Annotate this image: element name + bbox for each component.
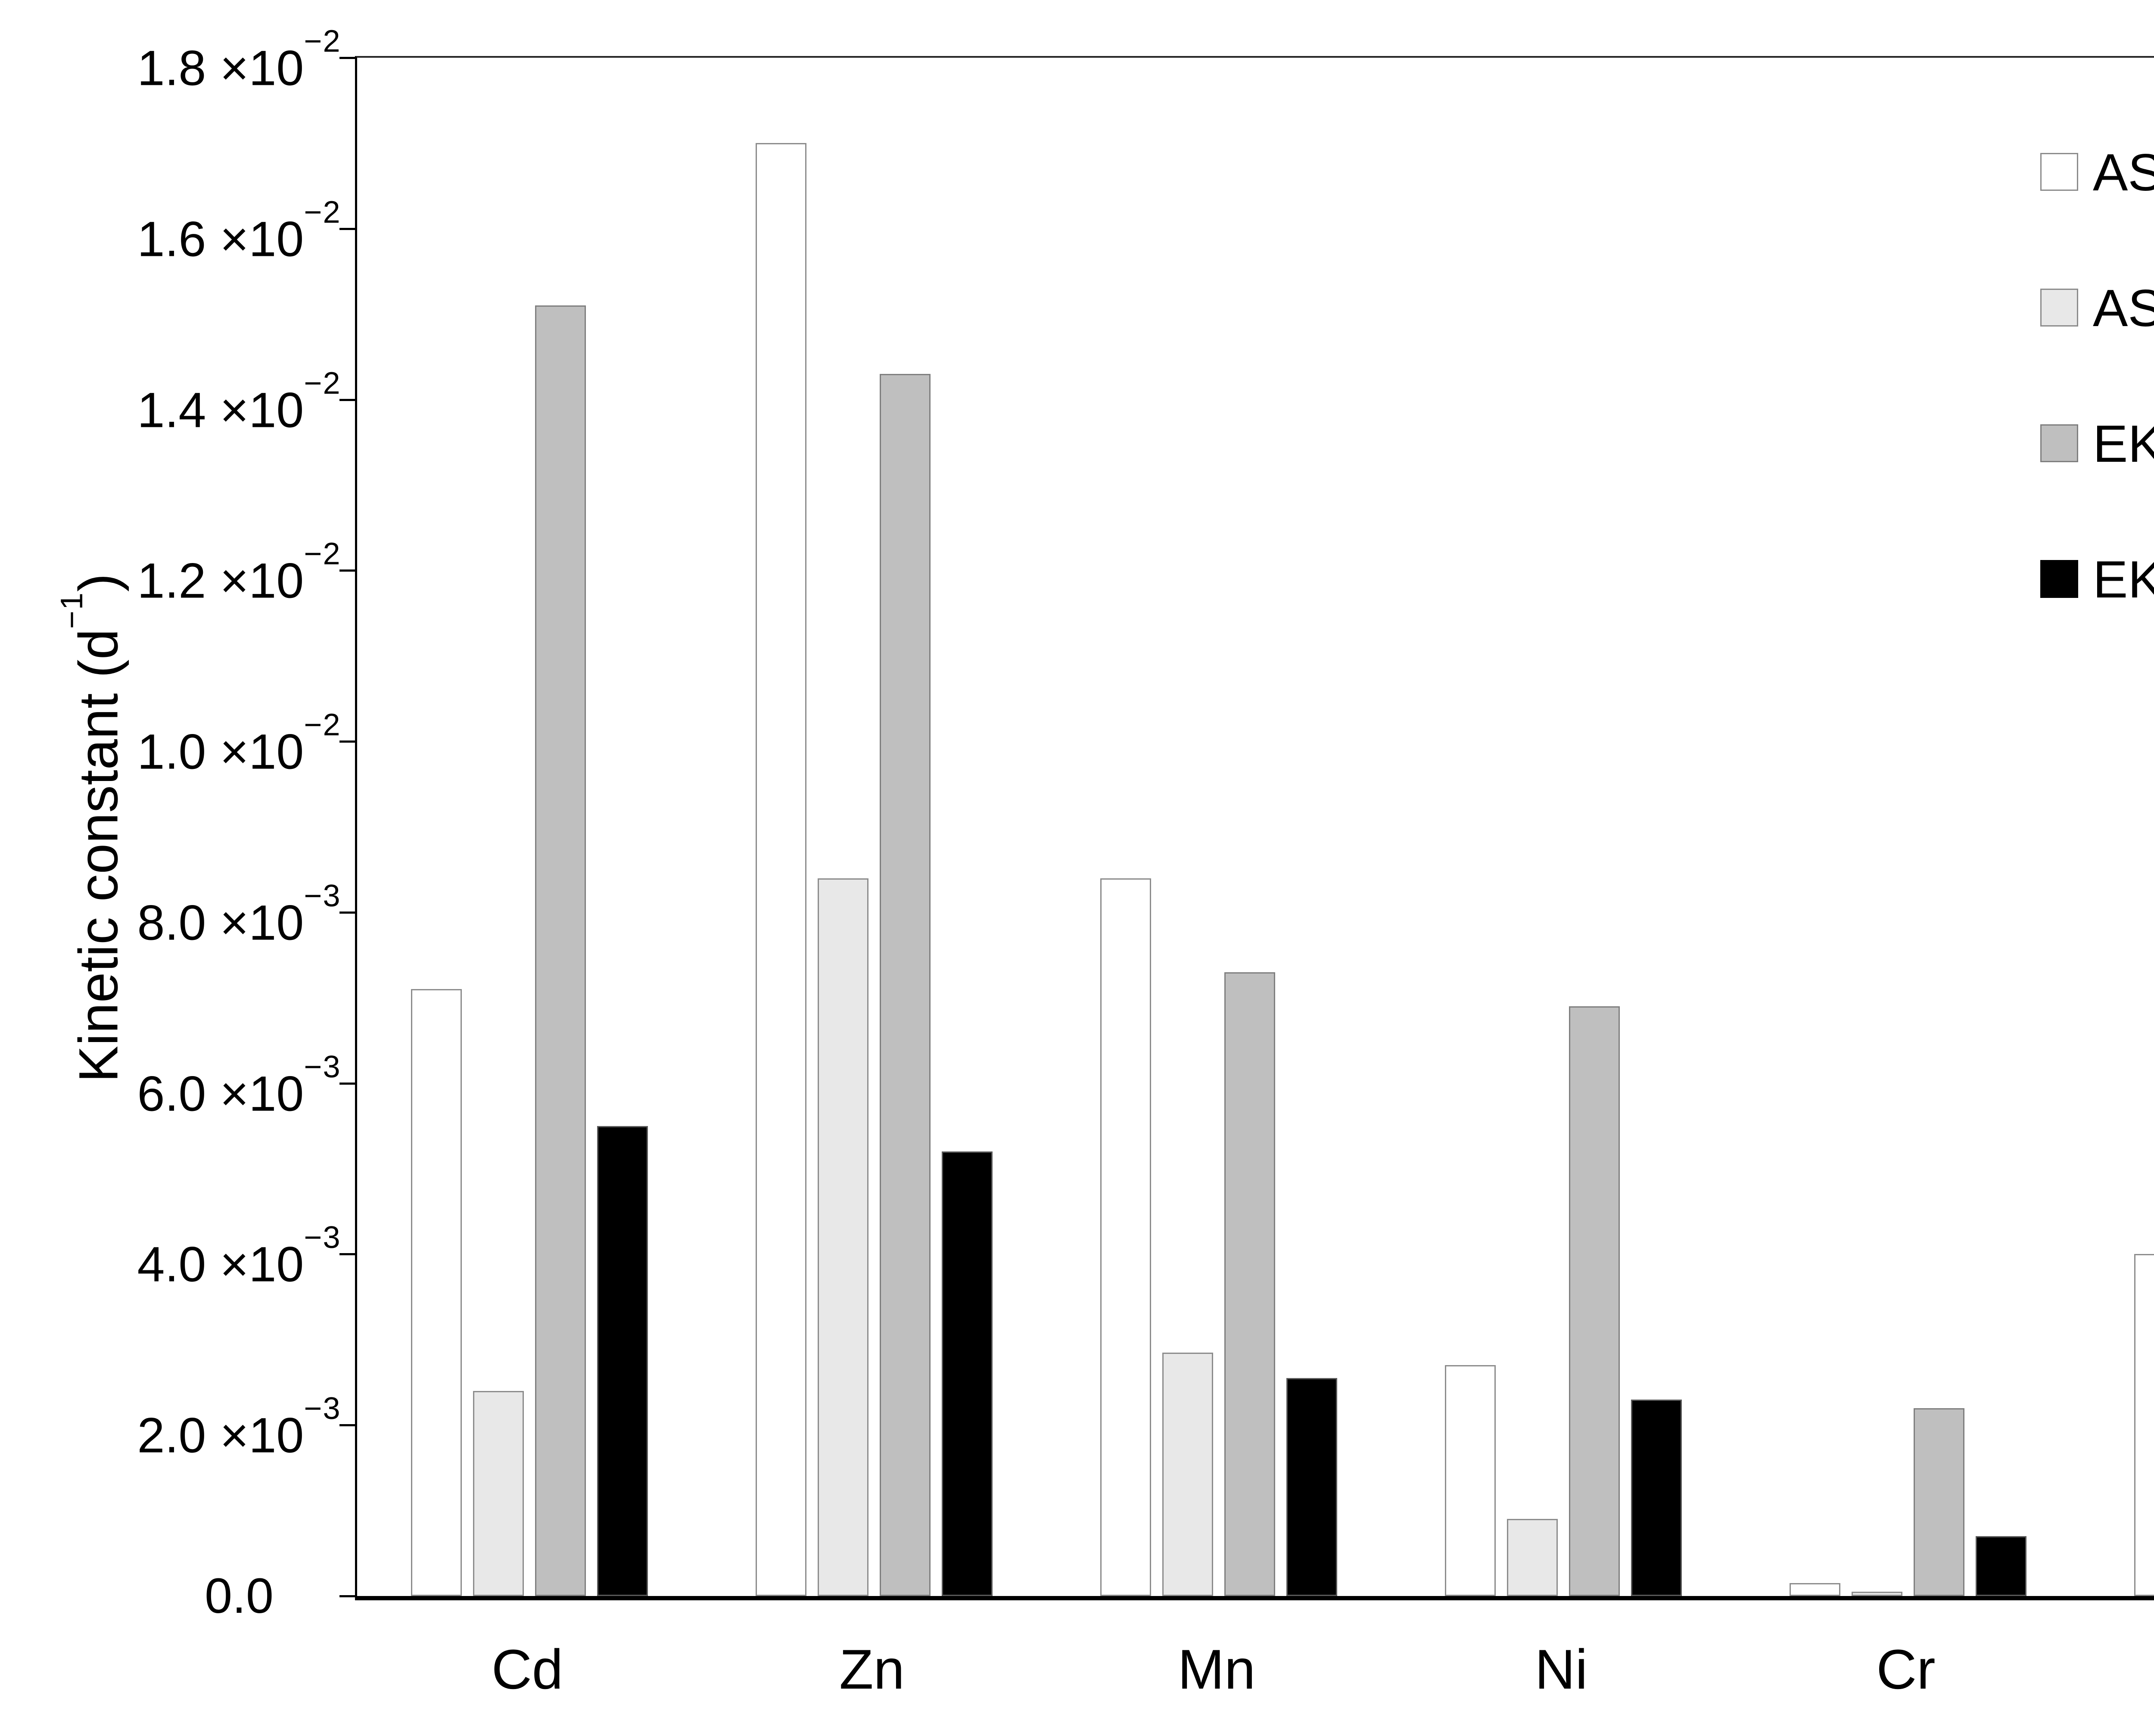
y-tick-9 (339, 57, 355, 59)
y-tick-label-5: 1.0 ×10−2 (137, 708, 341, 780)
bar-cr-as-bl-a (1790, 1583, 1840, 1596)
legend-swatch-as-bl-a (2040, 153, 2078, 191)
y-tick-4 (339, 911, 355, 914)
bar-mn-ekp-bl-b (1286, 1378, 1337, 1596)
legend-swatch-ekp-bl-a (2040, 424, 2078, 462)
bar-co-as-bl-a (2134, 1254, 2154, 1596)
bar-cr-ekp-bl-a (1914, 1408, 1964, 1596)
x-category-label-ni: Ni (1535, 1638, 1588, 1701)
y-tick-8 (339, 227, 355, 230)
legend-swatch-ekp-bl-b (2040, 560, 2078, 598)
legend-label-as-bl-b: AS BL b) (2093, 279, 2154, 337)
y-tick-label-4: 8.0 ×10−3 (137, 878, 341, 951)
y-tick-3 (339, 1082, 355, 1085)
bar-zn-ekp-bl-a (880, 374, 931, 1596)
y-tick-label-9: 1.8 ×10−2 (137, 24, 341, 96)
x-category-label-zn: Zn (839, 1638, 905, 1701)
bar-group-ni (1391, 58, 1736, 1596)
y-tick-label-3: 6.0 ×10−3 (137, 1049, 341, 1121)
bar-cd-as-bl-b (473, 1391, 524, 1596)
plot-area (355, 56, 2154, 1600)
x-category-label-mn: Mn (1177, 1638, 1256, 1701)
bar-zn-as-bl-b (818, 878, 868, 1596)
bar-cd-as-bl-a (411, 989, 462, 1596)
y-tick-1 (339, 1424, 355, 1427)
bar-mn-as-bl-b (1162, 1352, 1213, 1596)
y-tick-label-0: 0.0 (205, 1568, 274, 1624)
y-tick-label-2: 4.0 ×10−3 (137, 1220, 341, 1292)
bar-ni-ekp-bl-a (1569, 1006, 1620, 1596)
bar-ni-ekp-bl-b (1631, 1399, 1682, 1596)
bar-ni-as-bl-b (1507, 1519, 1558, 1596)
y-tick-label-6: 1.2 ×10−2 (137, 537, 341, 609)
legend-label-ekp-bl-b: EKP BL b) (2093, 550, 2154, 609)
bar-group-cr (1736, 58, 2080, 1596)
bar-group-co (2080, 58, 2154, 1596)
x-category-label-co: Co (2078, 1633, 2154, 1706)
legend-label-ekp-bl-a: EKP BL a) (2093, 414, 2154, 473)
bar-ni-as-bl-a (1445, 1365, 1496, 1596)
bar-cd-ekp-bl-b (597, 1126, 648, 1596)
y-tick-label-1: 2.0 ×10−3 (137, 1391, 341, 1463)
y-tick-2 (339, 1253, 355, 1256)
y-tick-5 (339, 740, 355, 743)
bar-zn-ekp-bl-b (942, 1151, 993, 1596)
y-axis-title: Kinetic constant (d−1) (55, 573, 130, 1083)
bar-zn-as-bl-a (756, 143, 806, 1596)
bar-group-zn (702, 58, 1046, 1596)
legend-label-as-bl-a: AS BL a) (2093, 143, 2154, 202)
bar-mn-ekp-bl-a (1224, 972, 1275, 1596)
y-tick-7 (339, 398, 355, 401)
bars-layer (357, 58, 2154, 1596)
x-category-label-cr: Cr (1876, 1638, 1936, 1701)
bar-mn-as-bl-a (1100, 878, 1151, 1596)
bar-group-cd (357, 58, 702, 1596)
bar-group-mn (1046, 58, 1391, 1596)
y-tick-6 (339, 569, 355, 572)
bar-cr-as-bl-b (1852, 1592, 1902, 1596)
legend-swatch-as-bl-b (2040, 289, 2078, 327)
y-tick-0 (339, 1595, 355, 1597)
bar-cr-ekp-bl-b (1976, 1536, 2026, 1596)
y-tick-label-7: 1.4 ×10−2 (137, 366, 341, 438)
bar-cd-ekp-bl-a (535, 305, 586, 1596)
x-category-label-cd: Cd (491, 1638, 563, 1701)
y-tick-label-8: 1.6 ×10−2 (137, 195, 341, 267)
